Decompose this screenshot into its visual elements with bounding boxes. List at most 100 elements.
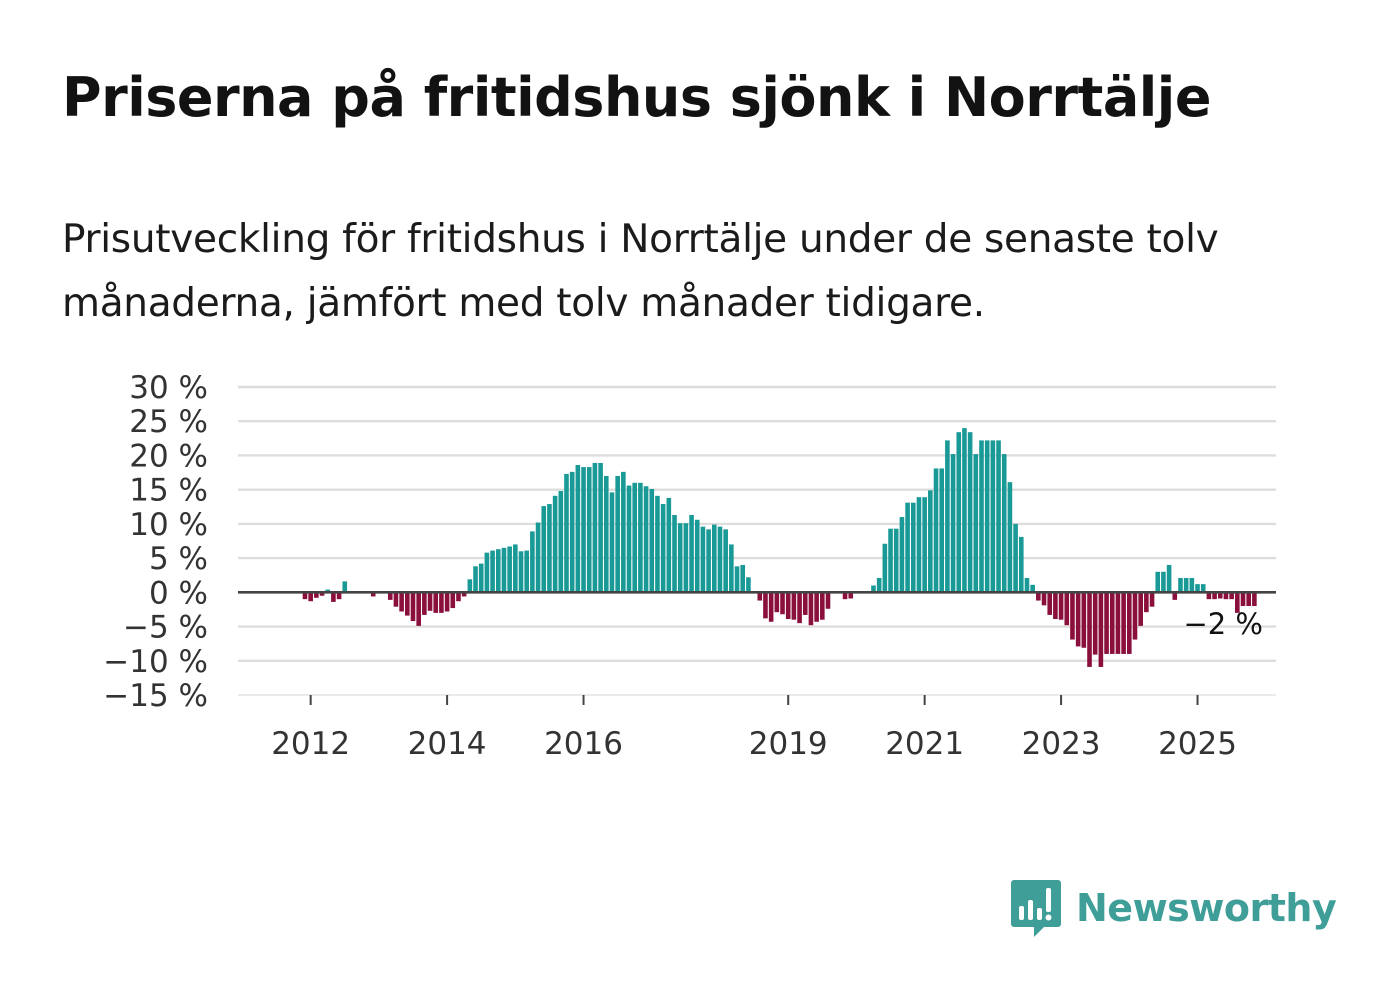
bar — [842, 592, 848, 600]
bar — [1252, 592, 1257, 607]
bar — [569, 471, 575, 593]
brand: Newsworthy — [1010, 878, 1337, 938]
bar — [1223, 592, 1229, 600]
bar — [1104, 592, 1109, 654]
bar — [734, 566, 740, 593]
bar — [933, 468, 939, 593]
last-value-annotation: −2 % — [1183, 607, 1263, 641]
brand-name: Newsworthy — [1076, 886, 1337, 930]
bar — [632, 482, 638, 593]
y-tick-label: −5 % — [123, 610, 208, 646]
bar — [1161, 571, 1166, 593]
bar — [1036, 592, 1041, 601]
bar — [1144, 592, 1149, 613]
bar — [1178, 577, 1183, 593]
bar — [1024, 577, 1030, 593]
bar — [717, 526, 723, 593]
bar — [439, 592, 444, 613]
y-tick-label: 20 % — [129, 438, 208, 474]
bar — [427, 592, 433, 611]
bar — [541, 506, 547, 593]
x-tick-label: 2021 — [885, 726, 964, 762]
bar — [1217, 592, 1223, 599]
bar — [405, 592, 410, 616]
bar — [973, 454, 979, 593]
bar — [655, 495, 660, 593]
bar — [910, 502, 916, 593]
y-tick-label: 15 % — [129, 473, 208, 509]
bar — [507, 546, 512, 593]
bar — [467, 579, 473, 593]
bar — [1001, 454, 1007, 593]
bar — [950, 454, 956, 593]
bar — [621, 471, 626, 593]
bar — [1092, 592, 1098, 655]
bar — [1098, 592, 1104, 667]
bar — [609, 492, 615, 593]
bar — [700, 526, 706, 593]
bar — [1155, 571, 1161, 593]
bar — [450, 592, 456, 609]
bar — [922, 497, 927, 593]
bar — [780, 592, 785, 615]
bar — [1212, 592, 1217, 600]
bar — [785, 592, 791, 620]
bar — [1195, 584, 1200, 593]
x-tick-label: 2012 — [271, 726, 350, 762]
bar — [1240, 592, 1246, 607]
bar — [666, 497, 672, 593]
bar — [1235, 592, 1240, 613]
newsworthy-logo-icon — [1011, 880, 1061, 937]
bar — [660, 504, 666, 593]
bar — [314, 592, 319, 598]
bar — [331, 592, 336, 602]
bar — [1018, 536, 1024, 593]
bar — [592, 462, 598, 593]
bar — [677, 523, 683, 593]
bar — [603, 475, 609, 593]
bar — [302, 592, 308, 600]
bar — [325, 589, 331, 593]
bar — [723, 529, 728, 593]
bar — [1109, 592, 1115, 654]
gridlines — [238, 385, 1276, 696]
bar — [1041, 592, 1047, 606]
bar — [598, 462, 603, 593]
bar — [814, 592, 819, 622]
bar — [1172, 592, 1178, 600]
bar — [342, 581, 348, 593]
bar — [461, 592, 467, 597]
bar — [1200, 584, 1206, 593]
bar — [410, 592, 416, 622]
bar — [876, 577, 882, 593]
bar — [956, 432, 962, 593]
bar — [1138, 592, 1143, 626]
bar — [399, 592, 404, 612]
page-title: Priserna på fritidshus sjönk i Norrtälje — [62, 66, 1211, 129]
bar — [1087, 592, 1092, 667]
bar — [1127, 592, 1132, 654]
x-tick-label: 2016 — [544, 726, 623, 762]
bar — [871, 585, 876, 593]
bar — [530, 531, 535, 593]
bar — [581, 467, 586, 593]
bar — [643, 486, 649, 593]
y-tick-label: 30 % — [129, 370, 208, 406]
bar — [575, 465, 581, 593]
bar — [336, 592, 342, 600]
bar — [763, 592, 768, 619]
y-tick-label: −10 % — [103, 644, 208, 680]
bar — [1166, 564, 1172, 593]
bar — [1115, 592, 1121, 654]
bar — [928, 490, 933, 593]
bar — [1030, 584, 1035, 593]
bar — [1064, 592, 1070, 626]
bar — [393, 592, 399, 607]
bar — [1229, 592, 1234, 600]
bar — [712, 524, 717, 593]
y-tick-label: 5 % — [149, 541, 208, 577]
bar — [473, 566, 478, 593]
bar — [939, 468, 944, 593]
bar — [916, 497, 922, 593]
bar — [422, 592, 427, 615]
